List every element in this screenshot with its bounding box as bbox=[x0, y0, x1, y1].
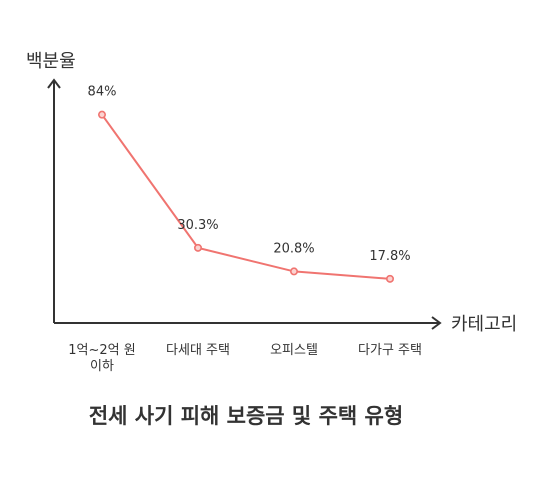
x-tick-label: 오피스텔 bbox=[270, 343, 318, 358]
line-chart: 백분율 카테고리 84% 30.3% 20.8% 17.8% 1억~2억 원 이하 다세대… bbox=[26, 51, 517, 374]
data-point bbox=[98, 110, 107, 119]
data-label: 20.8% bbox=[273, 241, 314, 256]
x-axis-arrowhead bbox=[431, 316, 442, 330]
x-tick-label: 다세대 주택 bbox=[166, 343, 230, 358]
series-line bbox=[101, 114, 391, 280]
y-axis-title: 백분율 bbox=[26, 51, 76, 72]
data-point bbox=[289, 267, 298, 276]
y-axis-arrowhead bbox=[47, 78, 61, 89]
x-tick-label: 1억~2억 원 이하 bbox=[68, 343, 135, 374]
chart-title: 전세 사기 피해 보증금 및 주택 유형 bbox=[88, 404, 404, 428]
data-point bbox=[194, 243, 203, 252]
data-label: 17.8% bbox=[369, 249, 410, 264]
x-tick-labels: 1억~2억 원 이하 다세대 주택 오피스텔 다가구 주택 bbox=[68, 343, 422, 374]
axes bbox=[47, 78, 442, 330]
x-axis-title: 카테고리 bbox=[451, 314, 517, 335]
data-label: 84% bbox=[88, 85, 117, 100]
data-label: 30.3% bbox=[177, 218, 218, 233]
x-tick-label: 다가구 주택 bbox=[358, 343, 422, 358]
data-point bbox=[385, 274, 394, 283]
series-layer: 84% 30.3% 20.8% 17.8% bbox=[88, 85, 411, 283]
